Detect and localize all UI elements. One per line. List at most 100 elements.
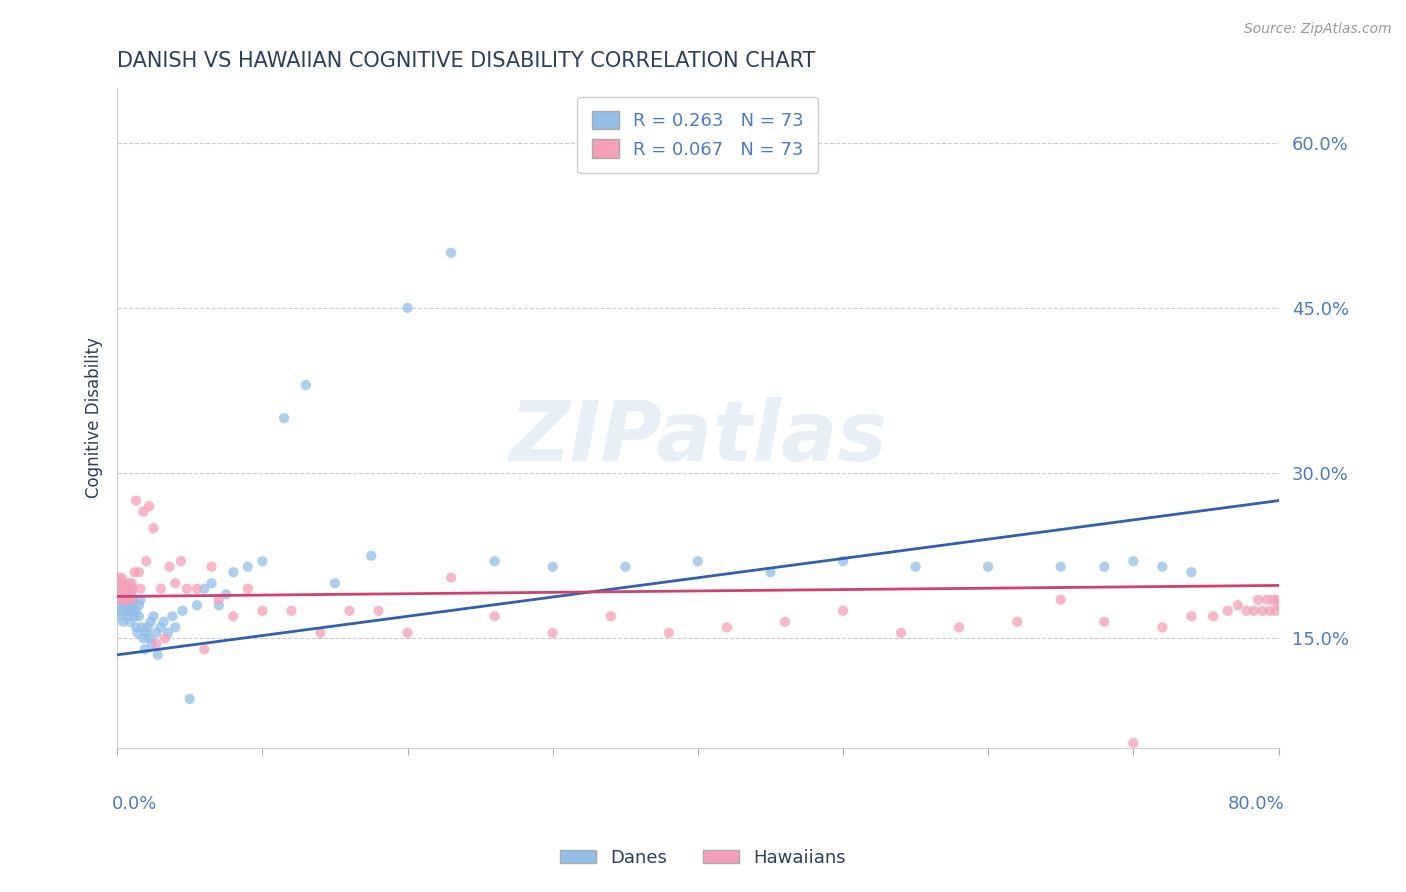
Point <box>1202 609 1225 624</box>
Point <box>252 604 274 618</box>
Point <box>128 599 150 613</box>
Point <box>124 609 146 624</box>
Point <box>117 587 139 601</box>
Point <box>110 571 132 585</box>
Point <box>125 604 148 618</box>
Point <box>121 576 143 591</box>
Point <box>110 587 132 601</box>
Point <box>280 604 302 618</box>
Point <box>716 620 738 634</box>
Point <box>208 592 231 607</box>
Point <box>152 615 174 629</box>
Point <box>115 587 138 601</box>
Point <box>541 625 564 640</box>
Point <box>122 604 145 618</box>
Point <box>111 582 134 596</box>
Point <box>186 582 208 596</box>
Text: DANISH VS HAWAIIAN COGNITIVE DISABILITY CORRELATION CHART: DANISH VS HAWAIIAN COGNITIVE DISABILITY … <box>117 51 815 70</box>
Point <box>170 554 193 568</box>
Point <box>120 604 142 618</box>
Point <box>107 582 129 596</box>
Point <box>128 609 150 624</box>
Point <box>599 609 621 624</box>
Point <box>127 625 149 640</box>
Point <box>193 642 215 657</box>
Point <box>115 582 138 596</box>
Point <box>111 587 134 601</box>
Point <box>179 692 201 706</box>
Point <box>132 505 155 519</box>
Point <box>200 559 222 574</box>
Point <box>129 582 152 596</box>
Point <box>125 493 148 508</box>
Point <box>1049 592 1071 607</box>
Point <box>149 620 172 634</box>
Point <box>686 554 709 568</box>
Point <box>149 582 172 596</box>
Point <box>1005 615 1028 629</box>
Point <box>1265 592 1288 607</box>
Point <box>107 604 129 618</box>
Point <box>142 609 165 624</box>
Point <box>141 637 163 651</box>
Point <box>128 566 150 580</box>
Point <box>114 604 136 618</box>
Point <box>136 620 159 634</box>
Point <box>236 582 259 596</box>
Point <box>1264 604 1286 618</box>
Point <box>1251 604 1274 618</box>
Point <box>118 609 141 624</box>
Y-axis label: Cognitive Disability: Cognitive Disability <box>86 337 103 499</box>
Point <box>114 576 136 591</box>
Point <box>108 576 131 591</box>
Point <box>146 648 169 662</box>
Point <box>977 559 1000 574</box>
Point <box>165 620 187 634</box>
Point <box>186 599 208 613</box>
Point <box>1226 599 1249 613</box>
Point <box>273 411 295 425</box>
Point <box>215 587 238 601</box>
Point <box>1258 604 1281 618</box>
Point <box>115 592 138 607</box>
Legend: Danes, Hawaiians: Danes, Hawaiians <box>553 842 853 874</box>
Point <box>948 620 970 634</box>
Point <box>135 625 157 640</box>
Point <box>1049 559 1071 574</box>
Point <box>176 582 198 596</box>
Point <box>1267 599 1289 613</box>
Point <box>1236 604 1258 618</box>
Point <box>117 592 139 607</box>
Point <box>124 566 146 580</box>
Point <box>131 620 153 634</box>
Point <box>759 566 782 580</box>
Point <box>118 576 141 591</box>
Point <box>162 609 184 624</box>
Point <box>122 582 145 596</box>
Point <box>1122 554 1144 568</box>
Point <box>200 576 222 591</box>
Point <box>172 604 194 618</box>
Point <box>135 554 157 568</box>
Point <box>114 592 136 607</box>
Point <box>541 559 564 574</box>
Point <box>773 615 796 629</box>
Point <box>1261 592 1284 607</box>
Point <box>1092 615 1115 629</box>
Point <box>145 637 167 651</box>
Point <box>122 592 145 607</box>
Point <box>156 625 179 640</box>
Point <box>120 615 142 629</box>
Point <box>396 301 419 315</box>
Point <box>339 604 361 618</box>
Point <box>139 615 162 629</box>
Point <box>129 592 152 607</box>
Point <box>1092 559 1115 574</box>
Point <box>1243 604 1265 618</box>
Point <box>120 582 142 596</box>
Point <box>484 554 506 568</box>
Point <box>658 625 681 640</box>
Point <box>1256 592 1278 607</box>
Point <box>440 571 463 585</box>
Point <box>115 599 138 613</box>
